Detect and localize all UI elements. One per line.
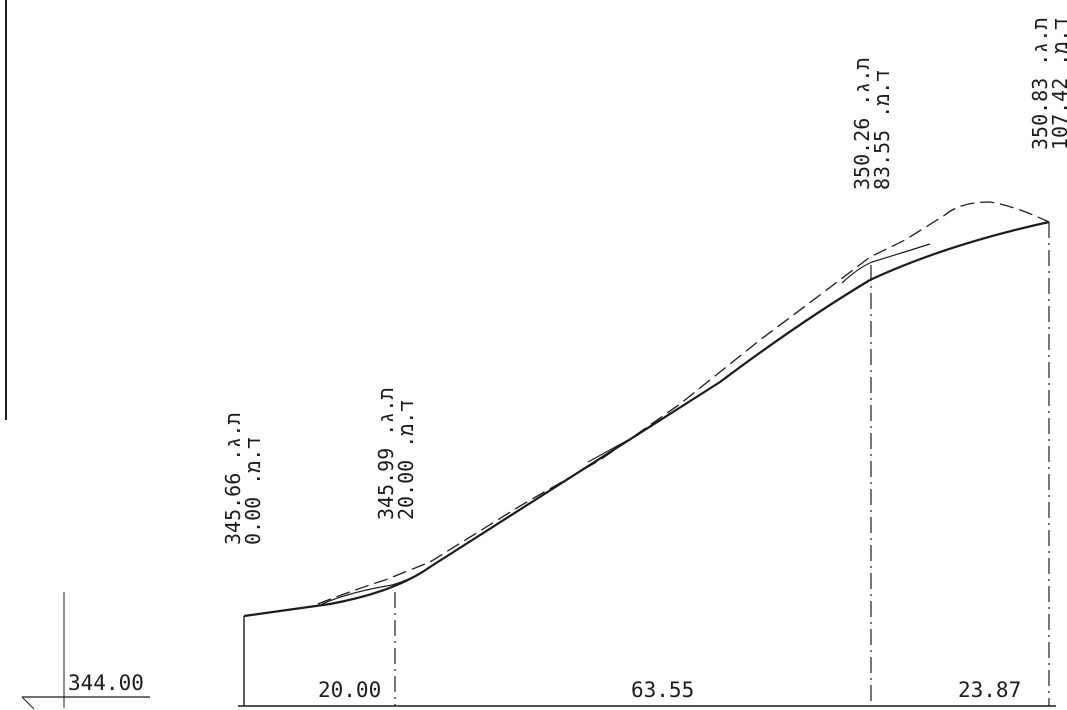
- station-label-0: 345.66 .ת.ג 0.00 .ד.מ: [221, 413, 265, 545]
- station-label-3: 350.83 .ת.ג 107.42 .ד.מ: [1028, 18, 1067, 150]
- design-profile-line: [243, 220, 1050, 618]
- ground-sketch-right: [841, 243, 931, 284]
- segment-length-3: 23.87: [958, 678, 1021, 702]
- station-3-elev-text: 350.83 .ת.ג: [1028, 18, 1052, 150]
- station-label-2: 350.26 .ת.ג 83.55 .ד.מ: [850, 58, 894, 190]
- station-0-chainage-text: 0.00 .ד.מ: [241, 437, 265, 545]
- segment-length-1: 20.00: [318, 678, 381, 702]
- station-2-chainage-text: 83.55 .ד.מ: [870, 70, 894, 190]
- datum-leader-slash: [21, 696, 35, 710]
- ground-sketch-left: [321, 566, 431, 605]
- existing-ground-line: [317, 201, 1050, 605]
- station-2-elev-text: 350.26 .ת.ג: [850, 58, 874, 190]
- datum-label: 344.00: [68, 671, 144, 695]
- segment-length-2: 63.55: [631, 678, 694, 702]
- station-0-elev-text: 345.66 .ת.ג: [221, 413, 245, 545]
- station-1-elev-text: 345.99 .ת.ג: [374, 388, 398, 520]
- station-label-1: 345.99 .ת.ג 20.00 .ד.מ: [374, 388, 418, 520]
- station-1-chainage-text: 20.00 .ד.מ: [394, 400, 418, 520]
- station-3-chainage-text: 107.42 .ד.מ: [1048, 18, 1067, 150]
